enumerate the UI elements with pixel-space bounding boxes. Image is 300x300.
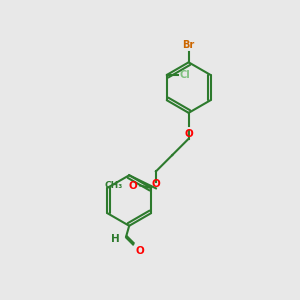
Text: O: O <box>152 179 160 189</box>
Text: H: H <box>111 234 119 244</box>
Text: O: O <box>135 246 144 256</box>
Text: Cl: Cl <box>179 70 190 80</box>
Text: Br: Br <box>182 40 195 50</box>
Text: O: O <box>184 129 193 139</box>
Text: CH₃: CH₃ <box>105 181 123 190</box>
Text: O: O <box>128 181 137 190</box>
